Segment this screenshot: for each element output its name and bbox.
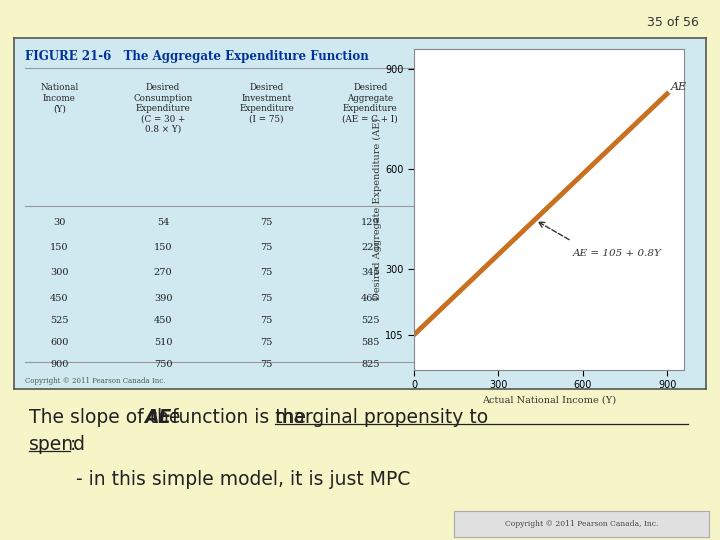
Text: 75: 75 (261, 268, 273, 278)
Text: FIGURE 21-6   The Aggregate Expenditure Function: FIGURE 21-6 The Aggregate Expenditure Fu… (24, 50, 369, 63)
Text: 75: 75 (261, 316, 273, 325)
Text: AE: AE (144, 408, 171, 427)
Text: 510: 510 (154, 338, 172, 347)
Y-axis label: Desired Aggregate Expenditure (AE): Desired Aggregate Expenditure (AE) (373, 118, 382, 300)
Text: 345: 345 (361, 268, 379, 278)
Text: National
Income
(Y): National Income (Y) (40, 83, 78, 113)
Text: The slope of the: The slope of the (29, 408, 186, 427)
Text: 600: 600 (50, 338, 68, 347)
Text: Copyright © 2011 Pearson Canada, Inc.: Copyright © 2011 Pearson Canada, Inc. (505, 521, 658, 528)
Text: 390: 390 (154, 294, 172, 303)
Text: 585: 585 (361, 338, 379, 347)
Text: 225: 225 (361, 243, 379, 252)
Text: spend: spend (29, 435, 86, 454)
Text: 75: 75 (261, 243, 273, 252)
Text: 75: 75 (261, 294, 273, 303)
Text: Desired
Aggregate
Expenditure
(AE = C + I): Desired Aggregate Expenditure (AE = C + … (343, 83, 398, 124)
Text: 825: 825 (361, 360, 379, 369)
Text: marginal propensity to: marginal propensity to (275, 408, 488, 427)
Text: 525: 525 (50, 316, 68, 325)
Text: 150: 150 (50, 243, 68, 252)
Text: 450: 450 (50, 294, 68, 303)
Text: AE: AE (671, 82, 688, 92)
Text: 750: 750 (154, 360, 172, 369)
Text: AE = 105 + 0.8Y: AE = 105 + 0.8Y (573, 249, 662, 259)
Text: 525: 525 (361, 316, 379, 325)
Text: 75: 75 (261, 218, 273, 227)
Text: Desired
Investment
Expenditure
(I = 75): Desired Investment Expenditure (I = 75) (239, 83, 294, 124)
Text: Copyright © 2011 Pearson Canada Inc.: Copyright © 2011 Pearson Canada Inc. (24, 377, 166, 386)
X-axis label: Actual National Income (Y): Actual National Income (Y) (482, 396, 616, 405)
Text: 465: 465 (361, 294, 379, 303)
Text: Desired
Consumption
Expenditure
(C = 30 +
0.8 × Y): Desired Consumption Expenditure (C = 30 … (133, 83, 193, 134)
Text: 150: 150 (154, 243, 172, 252)
Text: 270: 270 (153, 268, 172, 278)
Text: 450: 450 (154, 316, 172, 325)
Text: function is the: function is the (166, 408, 312, 427)
Text: 300: 300 (50, 268, 68, 278)
Text: 54: 54 (157, 218, 169, 227)
Text: 75: 75 (261, 338, 273, 347)
Text: - in this simple model, it is just MPC: - in this simple model, it is just MPC (76, 470, 410, 489)
Text: 129: 129 (361, 218, 379, 227)
Text: 75: 75 (261, 360, 273, 369)
Text: 900: 900 (50, 360, 68, 369)
Text: 35 of 56: 35 of 56 (647, 16, 698, 29)
Text: 30: 30 (53, 218, 66, 227)
Text: :: : (70, 435, 76, 454)
